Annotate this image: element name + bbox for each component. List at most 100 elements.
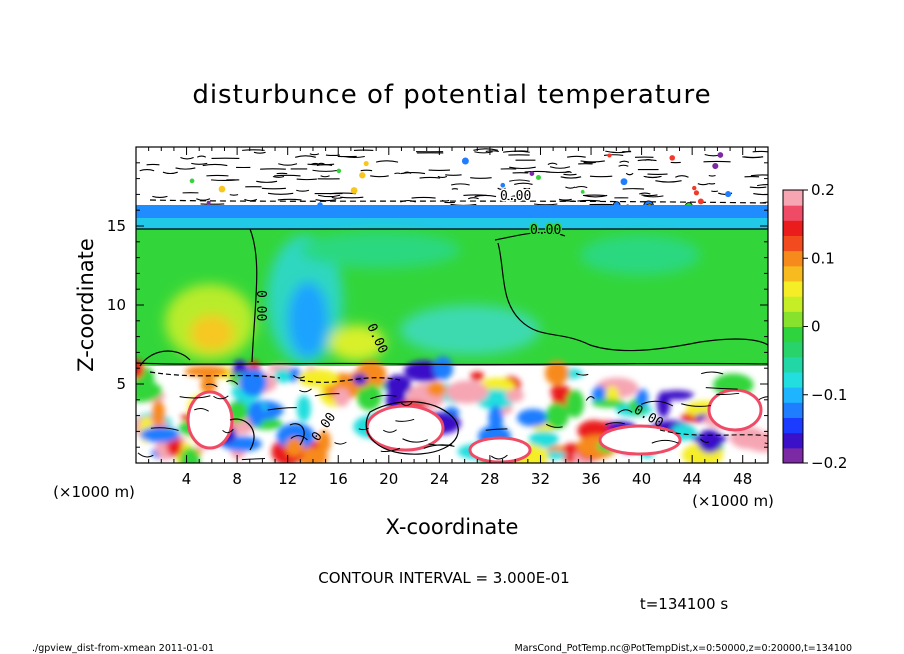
footer-left: ./gpview_dist-from-xmean 2011-01-01 — [32, 643, 214, 654]
cool-patch-right — [580, 235, 700, 275]
upper-contour-squiggle — [343, 155, 365, 159]
upper-contour-squiggle — [558, 198, 572, 201]
upper-contour-squiggle — [577, 199, 601, 202]
upper-contour-squiggle — [152, 195, 168, 199]
colorbar-segment — [783, 265, 803, 282]
upper-contour-squiggle — [340, 196, 364, 199]
upper-color-speck — [359, 172, 366, 179]
contour-label: 0.00 — [253, 290, 268, 321]
z-tick-label: 5 — [116, 375, 126, 393]
cool-patch-upper — [300, 232, 460, 268]
contour-lower-loops — [229, 401, 459, 455]
upper-contour-squiggle — [329, 192, 356, 195]
lower-contour — [716, 392, 740, 395]
x-tick-label: 4 — [182, 470, 192, 488]
lower-turbulence-blob — [334, 387, 350, 407]
lower-contour — [641, 400, 674, 407]
lower-white-cell — [598, 424, 682, 456]
x-tick-label: 8 — [232, 470, 242, 488]
x-unit-label: (×1000 m) — [692, 492, 774, 510]
lower-turbulence-blob — [426, 381, 446, 397]
upper-contour-squiggle — [463, 194, 488, 196]
lower-contour — [382, 429, 397, 433]
upper-contour-squiggle — [563, 173, 577, 176]
upper-color-speck — [693, 190, 700, 196]
upper-contour-squiggle — [509, 195, 523, 198]
lower-contour — [617, 409, 633, 414]
contour-left-loop — [139, 228, 258, 367]
lower-contour — [485, 428, 508, 431]
lower-contour — [194, 407, 209, 412]
upper-contour-squiggle — [655, 180, 682, 183]
lower-contour — [681, 403, 711, 407]
upper-color-speck — [461, 157, 469, 165]
upper-color-speck — [669, 155, 676, 161]
lower-contour — [402, 438, 428, 443]
upper-color-speck — [529, 171, 535, 176]
upper-contour-squiggle — [467, 197, 479, 200]
lower-contour — [358, 427, 369, 431]
lower-contour — [764, 442, 768, 445]
upper-color-speck — [189, 178, 195, 184]
upper-dashed-contour — [149, 199, 768, 204]
upper-contour-squiggle — [139, 168, 155, 172]
upper-contour-squiggle — [560, 176, 582, 179]
lower-turbulence-blob — [274, 368, 291, 383]
lower-contour — [545, 423, 563, 428]
colorbar-segment — [783, 356, 803, 373]
lower-contour — [206, 383, 218, 388]
upper-contour-squiggle — [644, 159, 653, 161]
lower-turbulence-blob — [200, 375, 217, 395]
upper-color-speck — [620, 178, 628, 186]
upper-contour-squiggle — [274, 174, 301, 177]
lower-turbulence-blob — [516, 409, 549, 427]
upper-contour-squiggle — [202, 163, 228, 167]
upper-contour-squiggle — [619, 160, 630, 163]
colorbar-tick-label: 0.1 — [811, 249, 835, 267]
upper-contour-squiggle — [307, 163, 335, 166]
x-axis-label: X-coordinate — [386, 515, 519, 539]
upper-color-speck — [500, 182, 506, 188]
upper-contour-squiggle — [509, 166, 536, 170]
colorbar-segment — [783, 387, 803, 403]
upper-contour-squiggle — [583, 194, 608, 198]
upper-contour-squiggle — [296, 178, 317, 181]
lower-turbulence-blob — [488, 405, 503, 432]
cyan-band — [136, 218, 768, 230]
lower-contour — [293, 374, 305, 379]
z-axis: 5 10 15 — [107, 162, 768, 448]
colorbar-segment — [783, 220, 803, 236]
lower-layer — [136, 356, 768, 463]
lower-turbulence-blob — [470, 371, 485, 382]
x-tick-label: 32 — [531, 470, 550, 488]
colorbar-frame — [782, 189, 804, 464]
upper-color-speck — [218, 185, 226, 193]
lower-turbulence-blob — [247, 401, 265, 427]
z-tick-label: 15 — [107, 217, 126, 235]
upper-contour-squiggle — [639, 192, 651, 195]
upper-contour-squiggle — [605, 150, 632, 154]
warm-blob-mid — [329, 325, 385, 361]
plot-area: 0.00 0.00 0.00 0.00 0.00 0.00 — [136, 147, 768, 463]
lower-turbulence-blob — [296, 395, 311, 422]
lower-contour — [299, 388, 312, 393]
upper-contour-squiggle — [317, 194, 341, 198]
upper-contour-squiggle — [567, 155, 586, 158]
upper-color-speck — [336, 168, 342, 174]
lower-contour — [585, 396, 595, 401]
upper-contour-squiggle — [370, 175, 389, 178]
upper-color-speck — [692, 185, 697, 191]
upper-color-speck — [607, 153, 612, 158]
contour-label: 0.00 — [500, 189, 531, 204]
contour-lines — [136, 228, 768, 455]
time-label: t=134100 s — [640, 595, 728, 613]
contour-low-dashed — [149, 371, 401, 383]
lower-turbulence-blob — [565, 389, 585, 418]
upper-color-speck — [350, 187, 358, 194]
lower-turbulence-blob — [140, 426, 180, 443]
lower-turbulence-blob — [136, 380, 163, 403]
upper-contour-squiggle — [272, 175, 285, 178]
upper-contour-squiggle — [514, 182, 533, 185]
lower-contour — [701, 371, 724, 375]
upper-contour-squiggle — [533, 203, 558, 206]
